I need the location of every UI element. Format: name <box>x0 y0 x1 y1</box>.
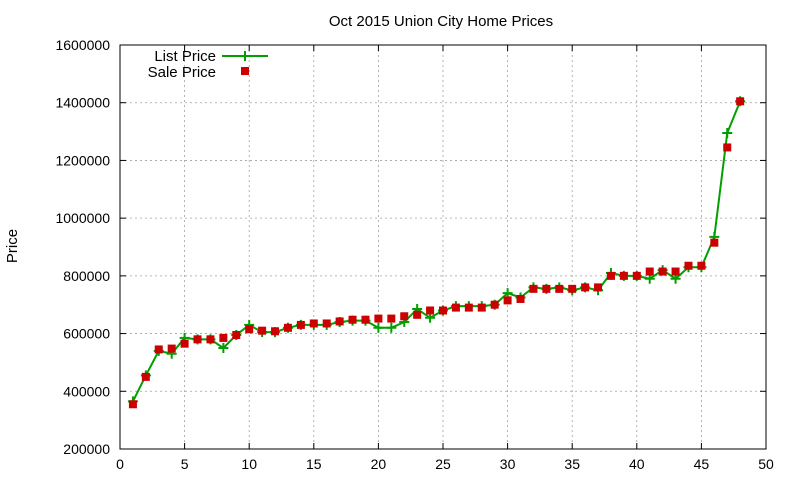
list-price-point <box>722 128 733 139</box>
sale-price-point <box>361 315 370 324</box>
sale-price-point <box>736 97 745 106</box>
sale-price-point <box>245 325 254 334</box>
sale-price-point <box>568 284 577 293</box>
x-tick-label: 15 <box>306 456 322 472</box>
sale-price-point <box>542 284 551 293</box>
y-tick-label: 1600000 <box>55 37 110 53</box>
sale-price-point <box>710 238 719 247</box>
sale-price-point <box>529 284 538 293</box>
sale-price-point <box>271 327 280 336</box>
y-tick-label: 600000 <box>63 326 110 342</box>
list-price-point <box>373 322 384 333</box>
sale-price-point <box>335 317 344 326</box>
sale-price-point <box>296 320 305 329</box>
y-axis-label: Price <box>4 229 21 263</box>
sale-price-point <box>684 261 693 270</box>
legend-marker-sale-price <box>241 67 249 75</box>
x-tick-label: 5 <box>181 456 189 472</box>
sale-price-point <box>671 267 680 276</box>
x-tick-label: 35 <box>564 456 580 472</box>
sale-price-point <box>180 339 189 348</box>
x-tick-label: 20 <box>371 456 387 472</box>
sale-price-point <box>232 331 241 340</box>
x-tick-label: 10 <box>241 456 257 472</box>
sale-price-point <box>658 267 667 276</box>
series-layer <box>127 96 746 409</box>
series-line-list-price <box>132 100 742 402</box>
x-tick-label: 25 <box>435 456 451 472</box>
sale-price-point <box>632 271 641 280</box>
list-price-point <box>386 322 397 333</box>
sale-price-point <box>258 326 267 335</box>
sale-price-point <box>606 271 615 280</box>
sale-price-point <box>619 271 628 280</box>
sale-price-point <box>413 310 422 319</box>
y-tick-label: 1200000 <box>55 152 110 168</box>
sale-price-point <box>697 261 706 270</box>
sale-price-point <box>154 345 163 354</box>
sale-price-point <box>426 306 435 315</box>
sale-price-point <box>594 283 603 292</box>
sale-price-point <box>167 344 176 353</box>
sale-price-point <box>555 284 564 293</box>
sale-price-point <box>451 303 460 312</box>
sale-price-point <box>219 333 228 342</box>
axis-ticks <box>119 44 767 450</box>
tick-labels: 0 5 10 15 20 25 30 35 40 45 50 200000 400000 600000 80… <box>55 37 774 472</box>
x-tick-label: 50 <box>758 456 774 472</box>
sale-price-point <box>309 319 318 328</box>
y-tick-label: 200000 <box>63 441 110 457</box>
sale-price-point <box>464 303 473 312</box>
y-tick-label: 400000 <box>63 383 110 399</box>
sale-price-point <box>193 335 202 344</box>
sale-price-point <box>400 312 409 321</box>
sale-price-point <box>374 314 383 323</box>
y-tick-label: 1400000 <box>55 95 110 111</box>
legend-marker-list-price <box>240 51 250 61</box>
sale-price-point <box>439 306 447 315</box>
list-price-point <box>218 343 229 353</box>
sale-price-point <box>141 372 150 381</box>
sale-price-point <box>128 400 137 409</box>
sale-price-point <box>723 143 732 152</box>
sale-price-point <box>477 303 486 312</box>
legend-label-list-price: List Price <box>154 48 216 65</box>
sale-price-point <box>645 267 654 276</box>
legend-label-sale-price: Sale Price <box>148 64 216 81</box>
y-tick-label: 800000 <box>63 268 110 284</box>
sale-price-point <box>490 300 499 309</box>
x-tick-label: 30 <box>500 456 516 472</box>
grid-lines <box>120 45 766 449</box>
sale-price-point <box>387 314 396 323</box>
sale-price-point <box>283 323 292 332</box>
y-tick-label: 1000000 <box>55 210 110 226</box>
x-tick-label: 40 <box>629 456 645 472</box>
chart-title: Oct 2015 Union City Home Prices <box>329 13 553 30</box>
sale-price-point <box>503 296 512 305</box>
sale-price-point <box>516 294 525 303</box>
sale-price-point <box>206 335 215 344</box>
legend: List Price Sale Price <box>148 48 268 81</box>
plot-area-border <box>119 44 767 450</box>
sale-price-point <box>322 319 331 328</box>
sale-price-point <box>581 283 590 292</box>
x-tick-label: 0 <box>116 456 124 472</box>
sale-price-point <box>348 315 357 324</box>
x-tick-label: 45 <box>694 456 710 472</box>
